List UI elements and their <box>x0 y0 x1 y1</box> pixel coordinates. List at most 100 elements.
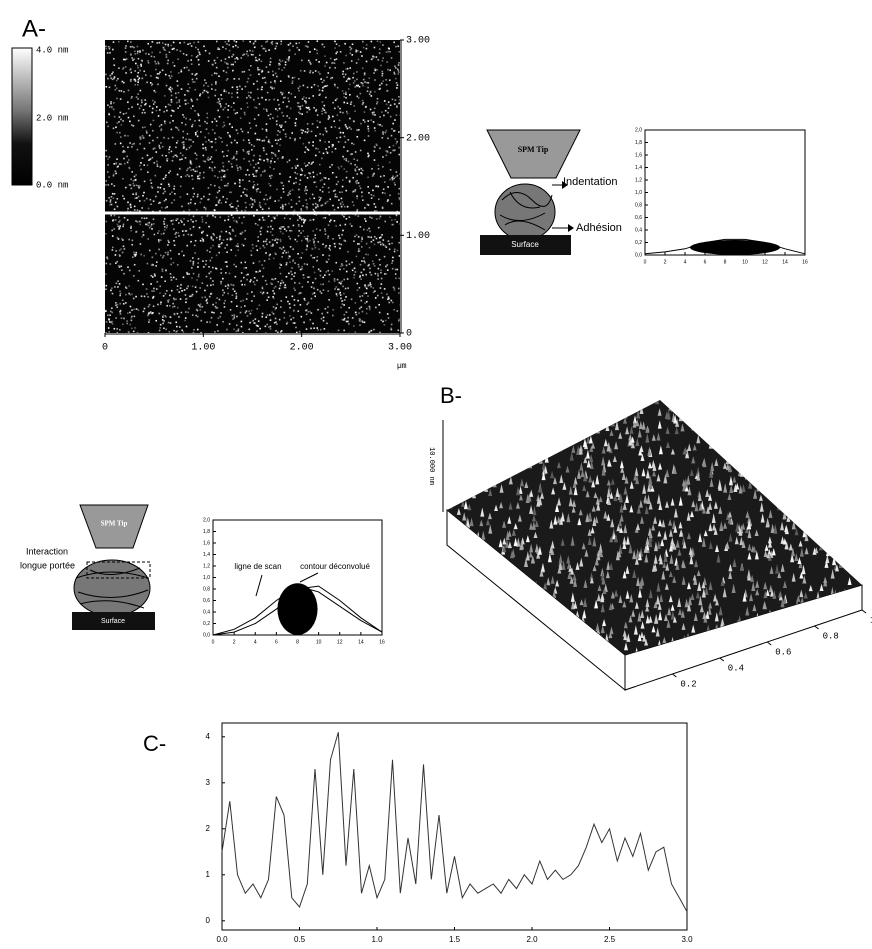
texture-dot <box>305 147 307 149</box>
texture-dot <box>150 203 152 205</box>
texture-dot <box>274 161 276 163</box>
texture-dot <box>336 137 338 139</box>
texture-peak <box>758 415 762 422</box>
texture-peak <box>616 410 620 418</box>
texture-peak <box>856 486 860 495</box>
texture-peak <box>821 524 825 533</box>
texture-dot <box>284 284 286 286</box>
texture-dot <box>159 52 161 54</box>
texture-dot <box>225 231 227 233</box>
texture-dot <box>137 51 139 53</box>
texture-dot <box>268 71 270 73</box>
x-tick-label: 0 <box>644 259 647 265</box>
texture-dot <box>298 230 300 232</box>
texture-dot <box>298 42 300 44</box>
texture-dot <box>361 196 363 198</box>
annotation: Interaction <box>26 546 68 556</box>
texture-dot <box>195 134 197 136</box>
texture-dot <box>392 179 394 181</box>
texture-dot <box>198 274 200 276</box>
texture-dot <box>209 296 211 298</box>
texture-dot <box>312 95 314 97</box>
texture-dot <box>224 62 226 64</box>
texture-dot <box>221 98 223 100</box>
texture-dot <box>124 217 126 219</box>
texture-dot <box>276 189 278 191</box>
texture-dot <box>149 105 151 107</box>
texture-dot <box>294 210 296 212</box>
texture-dot <box>194 203 196 205</box>
texture-dot <box>250 250 252 252</box>
texture-dot <box>342 112 344 114</box>
texture-dot <box>244 262 246 264</box>
texture-dot <box>296 47 298 49</box>
texture-dot <box>271 152 273 154</box>
texture-dot <box>342 90 344 92</box>
texture-peak <box>699 426 703 435</box>
texture-dot <box>398 292 400 294</box>
texture-dot <box>168 299 170 301</box>
texture-dot <box>389 146 391 148</box>
texture-dot <box>367 186 369 188</box>
texture-dot <box>385 110 387 112</box>
texture-peak <box>655 396 659 404</box>
texture-dot <box>111 312 113 314</box>
texture-peak <box>825 489 829 498</box>
texture-dot <box>280 264 282 266</box>
texture-dot <box>208 273 210 275</box>
texture-dot <box>197 329 199 331</box>
y-tick-label: 0,4 <box>203 609 210 615</box>
texture-dot <box>131 244 133 246</box>
texture-dot <box>232 87 234 89</box>
texture-peak <box>533 439 537 448</box>
texture-dot <box>202 144 204 146</box>
texture-dot <box>207 158 209 160</box>
texture-dot <box>358 169 360 171</box>
texture-dot <box>200 309 202 311</box>
texture-dot <box>136 308 138 310</box>
texture-dot <box>387 298 389 300</box>
texture-dot <box>179 99 181 101</box>
texture-dot <box>391 135 393 137</box>
texture-dot <box>152 140 154 142</box>
texture-peak <box>812 628 816 636</box>
texture-dot <box>185 103 187 105</box>
texture-dot <box>173 48 175 50</box>
texture-dot <box>380 287 382 289</box>
texture-dot <box>152 187 154 189</box>
texture-dot <box>127 208 129 210</box>
texture-dot <box>346 177 348 179</box>
texture-dot <box>130 204 132 206</box>
texture-dot <box>381 283 383 285</box>
texture-dot <box>269 314 271 316</box>
texture-dot <box>227 67 229 69</box>
y-tick-label: 0,2 <box>635 240 642 246</box>
texture-dot <box>274 240 276 242</box>
texture-dot <box>301 316 303 318</box>
texture-dot <box>225 41 227 43</box>
texture-dot <box>251 149 253 151</box>
texture-dot <box>151 224 153 226</box>
annotation-arrow <box>300 573 318 582</box>
texture-dot <box>200 202 202 204</box>
texture-dot <box>269 118 271 120</box>
texture-peak <box>620 394 624 404</box>
texture-peak <box>475 599 479 607</box>
texture-dot <box>320 270 322 272</box>
texture-dot <box>146 217 148 219</box>
texture-peak <box>859 444 863 454</box>
texture-dot <box>345 92 347 94</box>
texture-dot <box>233 315 235 317</box>
texture-dot <box>283 247 285 249</box>
texture-dot <box>374 70 376 72</box>
texture-dot <box>129 121 131 123</box>
texture-dot <box>211 84 213 86</box>
texture-dot <box>194 171 196 173</box>
texture-dot <box>374 244 376 246</box>
texture-dot <box>131 72 133 74</box>
texture-peak <box>809 493 813 502</box>
texture-peak <box>547 646 551 653</box>
texture-dot <box>361 192 363 194</box>
texture-dot <box>163 137 165 139</box>
